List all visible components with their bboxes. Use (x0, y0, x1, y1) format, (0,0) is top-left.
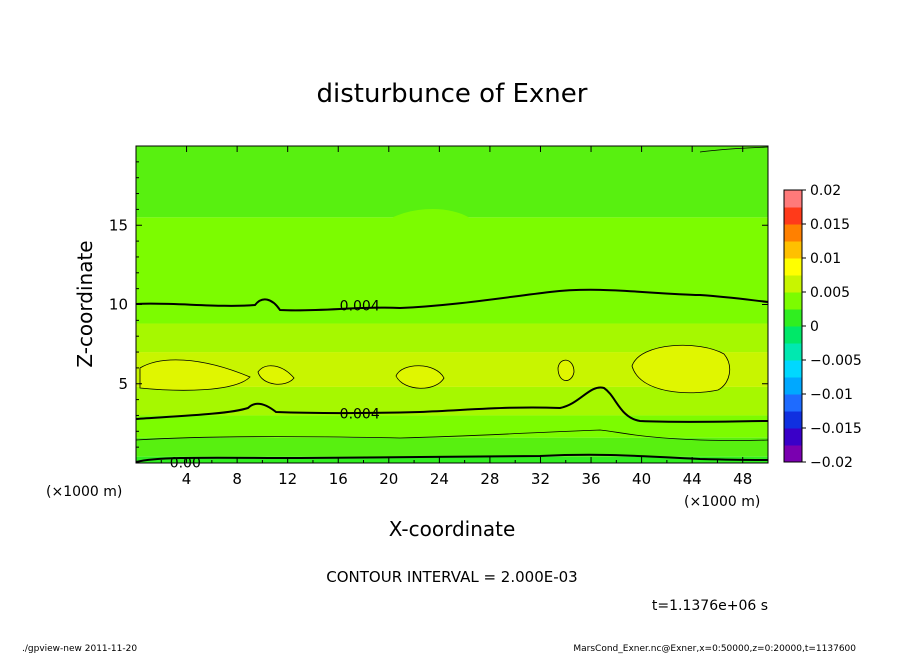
x-tick-label: 12 (278, 470, 297, 488)
green-blob-top (370, 209, 470, 247)
contour-label: 0.004 (340, 299, 380, 315)
colorbar: 0.02 0.015 0.01 0.005 0 −0.005 −0.01 −0.015 −0.0… (783, 183, 862, 471)
colorbar-tick-label: 0.015 (810, 217, 850, 233)
colorbar-swatch (784, 360, 802, 378)
contour-upper-0004 (136, 288, 768, 312)
colorbar-swatch (784, 377, 802, 395)
fill-band-7 (136, 146, 768, 218)
colorbar-swatch (784, 190, 802, 208)
colorbar-swatch (784, 428, 802, 446)
y-axis-ticks: 5 10 15 (109, 161, 768, 448)
colorbar-swatch (784, 292, 802, 310)
x-tick-label: 20 (379, 470, 398, 488)
x-axis-ticks: 4 8 12 16 20 24 28 32 36 40 44 48 (160, 146, 752, 488)
footer-right: MarsCond_Exner.nc@Exner,x=0:50000,z=0:20… (573, 644, 856, 654)
x-tick-label: 32 (531, 470, 550, 488)
colorbar-tick-label: −0.01 (810, 387, 853, 403)
x-tick-label: 48 (733, 470, 752, 488)
footer-left: ./gpview-new 2011-11-20 (22, 644, 137, 654)
colorbar-tick-label: −0.02 (810, 455, 853, 471)
colorbar-tick-label: 0.005 (810, 285, 850, 301)
x-axis-label: X-coordinate (389, 517, 516, 541)
colorbar-swatch (784, 207, 802, 225)
x-unit-label-right: (×1000 m) (684, 494, 760, 510)
contour-interval-note: CONTOUR INTERVAL = 2.000E-03 (326, 568, 577, 586)
contour-label: 0.004 (340, 406, 380, 422)
y-tick-label: 10 (109, 296, 128, 314)
colorbar-swatch (784, 241, 802, 259)
yellow-patch-2 (257, 365, 295, 385)
colorbar-tick-label: −0.005 (810, 353, 862, 369)
high-pressure-patches (139, 209, 731, 394)
fill-band-2 (136, 415, 768, 438)
x-tick-label: 16 (329, 470, 348, 488)
x-tick-label: 44 (683, 470, 702, 488)
contour-top (699, 146, 768, 153)
x-tick-label: 40 (632, 470, 651, 488)
colorbar-tick-label: −0.015 (810, 421, 862, 437)
fill-band-0 (136, 456, 768, 463)
x-unit-label-left: (×1000 m) (46, 484, 122, 500)
colorbar-swatch (784, 343, 802, 361)
x-tick-label: 28 (480, 470, 499, 488)
fill-band-1 (136, 437, 768, 457)
x-tick-label: 36 (581, 470, 600, 488)
y-axis-label: Z-coordinate (73, 240, 97, 367)
chart-title: disturbunce of Exner (317, 79, 588, 109)
colorbar-tick-label: 0.01 (810, 251, 841, 267)
contour-lines (136, 146, 768, 463)
x-tick-label: 24 (430, 470, 449, 488)
y-tick-label: 15 (109, 216, 128, 234)
colorbar-swatch (784, 224, 802, 242)
colorbar-swatch (784, 275, 802, 293)
colorbar-swatch (784, 309, 802, 327)
yellow-patch-4 (557, 359, 575, 381)
contour-zero (136, 453, 768, 463)
y-tick-label: 5 (118, 375, 128, 393)
colorbar-swatch (784, 394, 802, 412)
yellow-patch-5 (631, 344, 731, 394)
colorbar-swatch (784, 326, 802, 344)
colorbar-tick-label: 0.02 (810, 183, 841, 199)
colorbar-swatch (784, 411, 802, 429)
plot-area (136, 146, 768, 463)
x-tick-label: 4 (182, 470, 192, 488)
colorbar-swatch (784, 445, 802, 463)
contour-lower-0004 (136, 386, 768, 423)
colorbar-tick-label: 0 (810, 319, 819, 335)
time-label: t=1.1376e+06 s (652, 598, 768, 614)
x-tick-label: 8 (232, 470, 242, 488)
colorbar-swatch (784, 258, 802, 276)
yellow-patch-1 (139, 359, 251, 391)
contour-thin-1 (136, 429, 768, 441)
yellow-patch-3 (395, 365, 445, 389)
